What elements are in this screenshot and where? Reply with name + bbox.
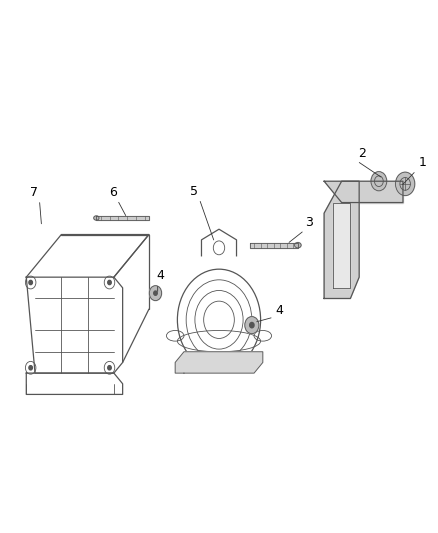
Text: 6: 6 [109,186,117,199]
Circle shape [108,280,111,285]
Polygon shape [175,352,263,373]
Text: 7: 7 [30,186,38,199]
Polygon shape [324,181,403,203]
Circle shape [371,172,387,191]
Circle shape [29,366,32,370]
Circle shape [250,322,254,328]
Ellipse shape [94,216,99,220]
Text: 3: 3 [305,216,313,229]
Circle shape [149,286,162,301]
Text: 4: 4 [275,304,283,317]
Polygon shape [96,216,149,220]
Text: 4: 4 [157,270,165,282]
Circle shape [245,317,259,334]
Polygon shape [324,181,359,298]
Circle shape [154,291,157,295]
Polygon shape [333,203,350,288]
Text: 5: 5 [191,185,198,198]
Ellipse shape [294,243,301,248]
Circle shape [108,366,111,370]
Polygon shape [250,243,298,248]
Circle shape [29,280,32,285]
Circle shape [396,172,415,196]
Text: 1: 1 [418,157,426,169]
Text: 2: 2 [358,147,366,160]
